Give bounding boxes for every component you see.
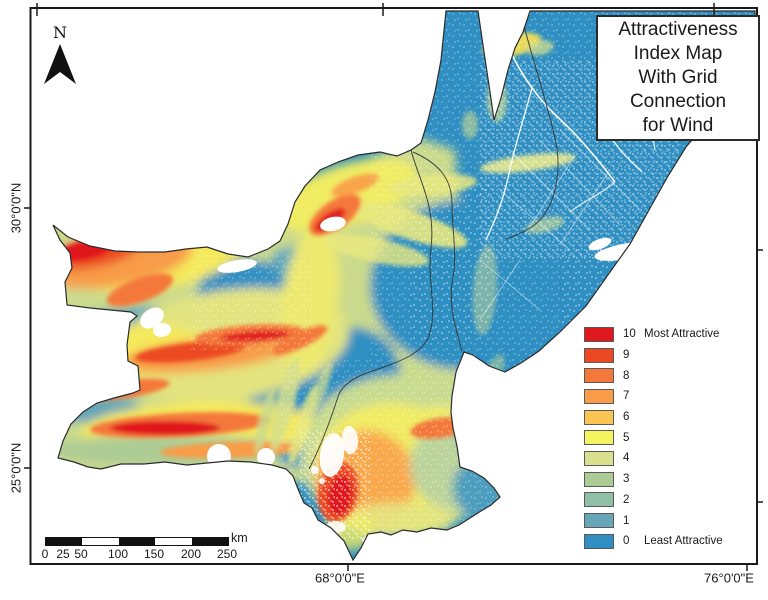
- scale-bar-tick-label: 25: [56, 547, 70, 561]
- legend-item: 2: [584, 490, 723, 511]
- legend-color-swatch: [584, 533, 614, 549]
- legend-color-swatch: [584, 513, 614, 529]
- map-title-box: Attractiveness Index Map With Grid Conne…: [596, 15, 760, 141]
- legend-value: 4: [623, 452, 630, 465]
- north-arrow-icon: [44, 44, 76, 84]
- legend-color-swatch: [584, 471, 614, 487]
- legend-item: 8: [584, 365, 723, 386]
- scale-bar-tick-label: 0: [41, 547, 49, 561]
- legend-item: 4: [584, 448, 723, 469]
- title-line: for Wind: [642, 115, 714, 136]
- scale-bar-tick-label: 150: [143, 547, 165, 561]
- scale-bar-unit: km: [231, 531, 248, 545]
- legend-color-swatch: [584, 368, 614, 384]
- legend-label: Least Attractive: [644, 535, 723, 548]
- map-frame: [24, 3, 763, 571]
- title-line: Attractiveness: [618, 19, 738, 40]
- legend-value: 3: [623, 473, 630, 486]
- legend-value: 8: [623, 369, 630, 382]
- scale-bar-segment: [82, 538, 119, 545]
- legend-item: 6: [584, 407, 723, 428]
- legend-value: 2: [623, 493, 630, 506]
- latitude-label-30n: 30°0'0"N: [8, 182, 24, 234]
- legend-color-swatch: [584, 388, 614, 404]
- legend-value: 0: [623, 535, 630, 548]
- north-arrow: N: [44, 23, 76, 84]
- country-boundary-outline: [52, 10, 756, 562]
- legend-item: 5: [584, 427, 723, 448]
- legend-color-swatch: [584, 409, 614, 425]
- legend-value: 9: [623, 349, 630, 362]
- graticule-ticks: [24, 3, 763, 571]
- legend-value: 10: [623, 328, 636, 341]
- scale-bar-tick-label: 50: [74, 547, 88, 561]
- scale-bar-tick-label: 200: [180, 547, 202, 561]
- legend-color-swatch: [584, 450, 614, 466]
- legend-item: 0 Least Attractive: [584, 531, 723, 552]
- province-boundaries: [308, 25, 559, 470]
- scale-bar-segment: [155, 538, 192, 545]
- legend-item: 3: [584, 469, 723, 490]
- legend-label: Most Attractive: [644, 328, 720, 341]
- legend-color-swatch: [584, 430, 614, 446]
- legend-value: 6: [623, 411, 630, 424]
- longitude-label-76e: 76°0'0"E: [704, 570, 754, 586]
- scale-bar-tick-label: 250: [216, 547, 238, 561]
- legend: 10 Most Attractive 9 8 7 6 5: [584, 324, 723, 552]
- scale-bar-segment: [46, 538, 83, 545]
- legend-item: 1: [584, 510, 723, 531]
- latitude-label-25n: 25°0'0"N: [8, 442, 24, 494]
- scale-bar-segment: [191, 538, 229, 545]
- longitude-label-68e: 68°0'0"E: [315, 570, 365, 586]
- legend-value: 7: [623, 390, 630, 403]
- legend-item: 10 Most Attractive: [584, 324, 723, 345]
- legend-color-swatch: [584, 492, 614, 508]
- title-line: Connection: [629, 91, 727, 112]
- legend-item: 9: [584, 345, 723, 366]
- legend-item: 7: [584, 386, 723, 407]
- title-line: Index Map: [633, 43, 723, 64]
- north-arrow-label: N: [53, 23, 67, 42]
- title-line: With Grid: [638, 67, 718, 88]
- legend-color-swatch: [584, 347, 614, 363]
- scale-bar-segment: [118, 538, 156, 545]
- legend-value: 5: [623, 431, 630, 444]
- scale-bar-tick-label: 100: [107, 547, 129, 561]
- legend-value: 1: [623, 514, 630, 527]
- legend-color-swatch: [584, 326, 614, 342]
- scale-bar: [45, 537, 229, 546]
